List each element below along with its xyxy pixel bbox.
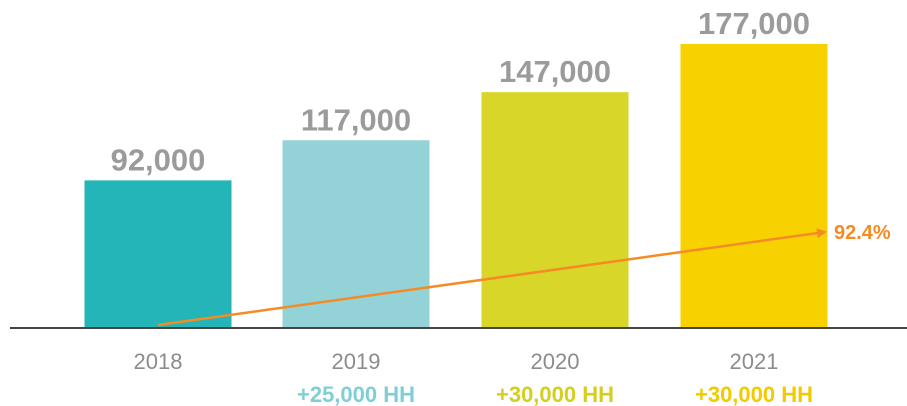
x-tick-label-2018: 2018 bbox=[134, 349, 183, 374]
growth-label-2019: +25,000 HH bbox=[297, 382, 415, 406]
value-label-2018: 92,000 bbox=[111, 142, 206, 177]
bar-2021 bbox=[681, 44, 828, 328]
bars-layer bbox=[85, 44, 828, 328]
x-tick-label-2020: 2020 bbox=[531, 349, 580, 374]
x-tick-label-2021: 2021 bbox=[730, 349, 779, 374]
growth-label-2020: +30,000 HH bbox=[496, 382, 614, 406]
value-label-2019: 117,000 bbox=[301, 102, 411, 137]
trend-percent-label: 92.4% bbox=[834, 222, 891, 244]
value-label-2021: 177,000 bbox=[698, 6, 810, 41]
growth-label-2021: +30,000 HH bbox=[695, 382, 813, 406]
value-label-2020: 147,000 bbox=[499, 54, 611, 89]
x-tick-label-2019: 2019 bbox=[332, 349, 381, 374]
bar-2018 bbox=[85, 180, 232, 328]
bar-2019 bbox=[283, 140, 430, 328]
bar-2020 bbox=[482, 92, 629, 328]
